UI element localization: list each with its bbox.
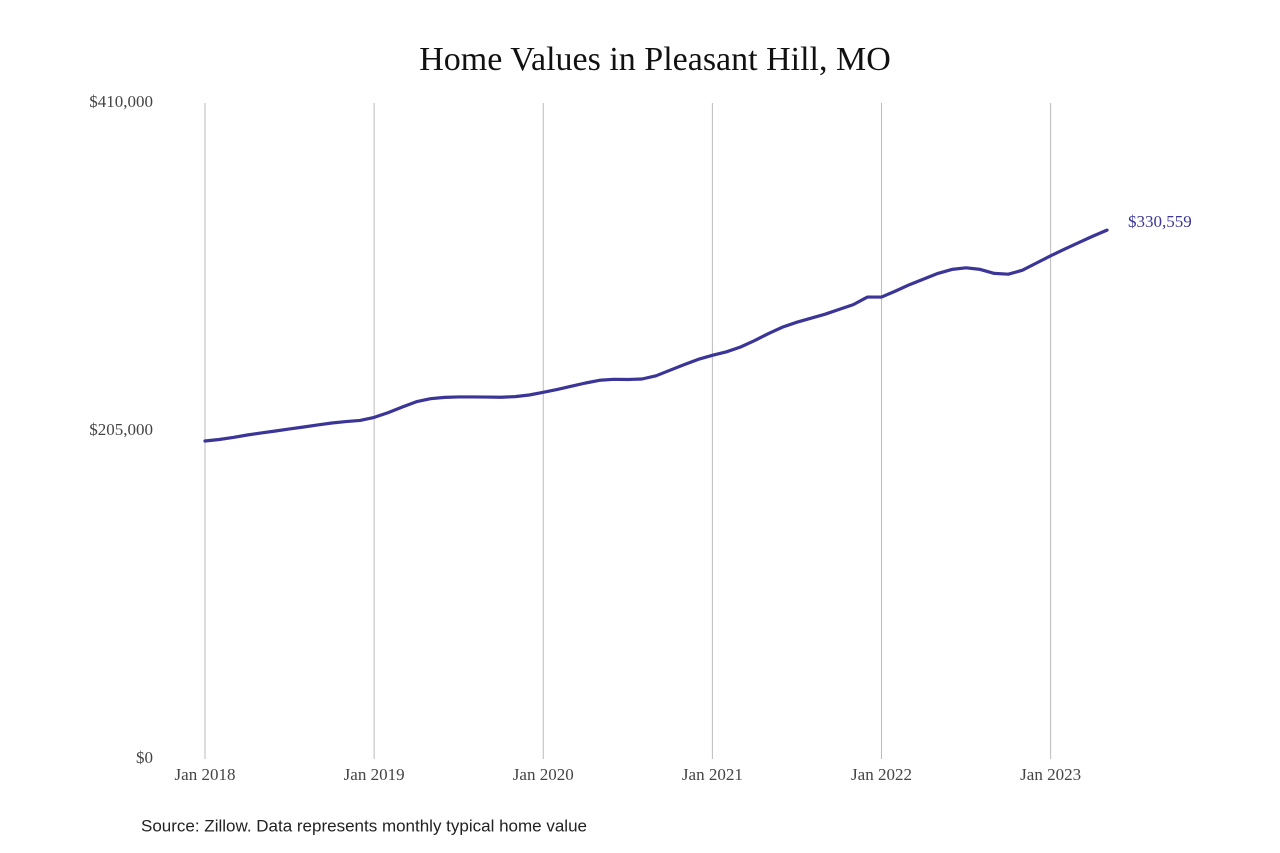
chart-title: Home Values in Pleasant Hill, MO [419, 41, 891, 78]
y-tick-label: $205,000 [89, 420, 153, 439]
data-line [203, 228, 1109, 443]
x-tick-label: Jan 2022 [851, 765, 912, 784]
x-tick-label: Jan 2023 [1020, 765, 1081, 784]
x-tick-label: Jan 2020 [513, 765, 574, 784]
value-label: $330,559 [1128, 212, 1192, 231]
x-tick-label: Jan 2021 [682, 765, 743, 784]
source-note: Source: Zillow. Data represents monthly … [141, 816, 587, 835]
x-tick-label: Jan 2018 [175, 765, 236, 784]
y-tick-label: $410,000 [89, 92, 153, 111]
x-tick-label: Jan 2019 [344, 765, 405, 784]
y-tick-label: $0 [136, 748, 153, 767]
